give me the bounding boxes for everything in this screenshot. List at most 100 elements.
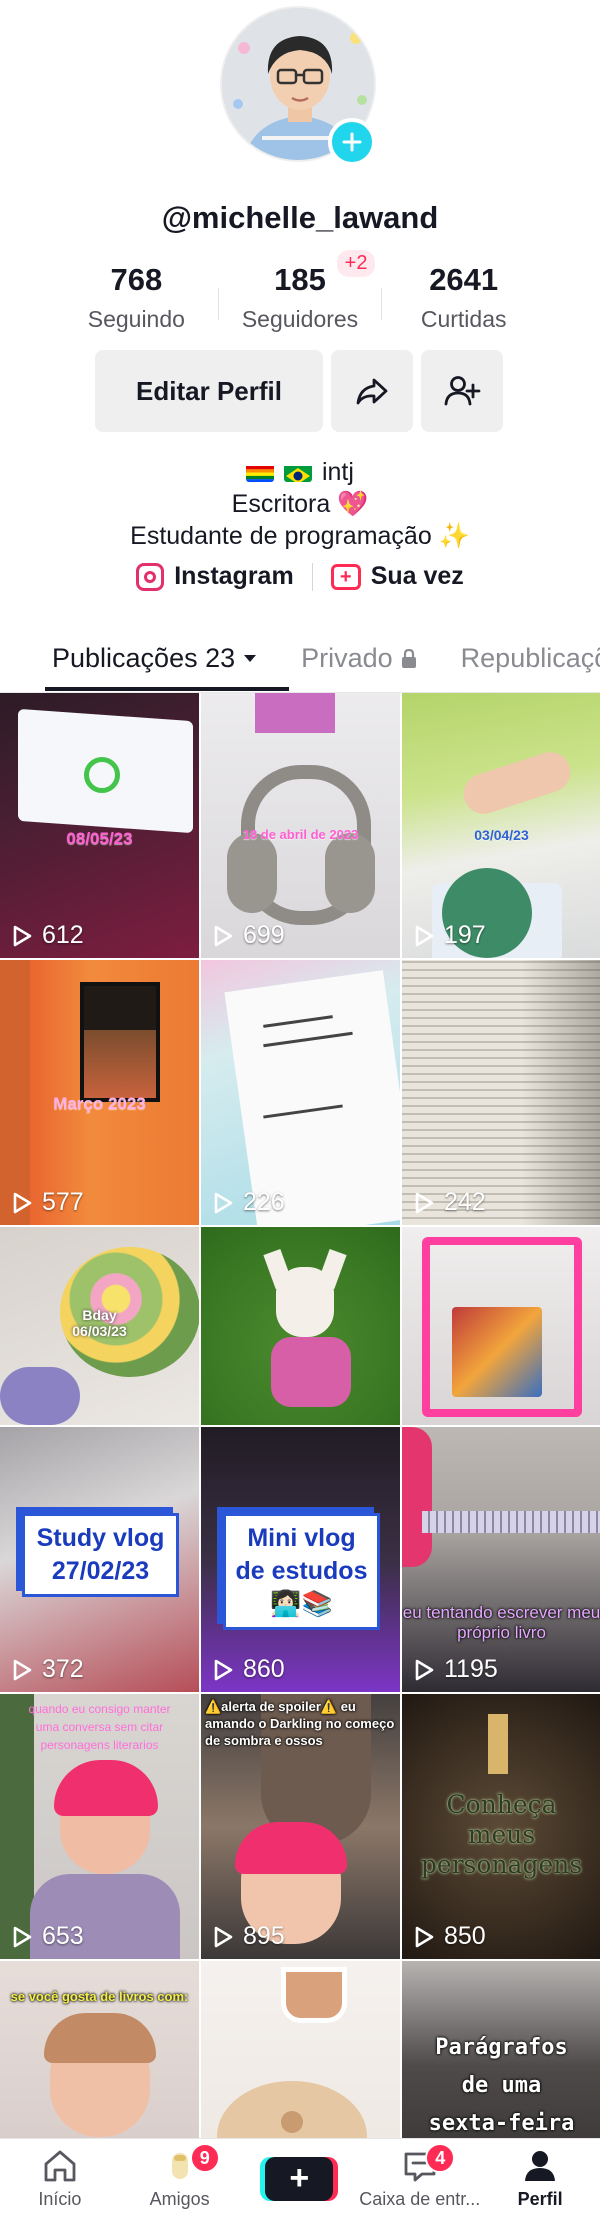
video-thumbnail[interactable]: Study vlog 27/02/23 372 xyxy=(0,1427,199,1692)
bottom-navigation: Início 9 Amigos + 4 Caixa de entr... Per… xyxy=(0,2138,600,2218)
your-turn-label: Sua vez xyxy=(370,562,464,590)
bio-text-1: intj xyxy=(321,458,354,486)
video-thumbnail[interactable]: eu tentando escrever meu próprio livro 1… xyxy=(402,1427,600,1692)
profile-actions: Editar Perfil xyxy=(95,350,503,432)
view-count-value: 699 xyxy=(243,921,285,949)
play-icon xyxy=(13,1192,32,1213)
video-thumbnail[interactable] xyxy=(201,1227,400,1425)
tab-posts[interactable]: Publicações 23 xyxy=(30,625,265,692)
video-overlay-text: 08/05/23 xyxy=(66,829,133,848)
view-count: 699 xyxy=(211,921,285,950)
following-label: Seguindo xyxy=(87,306,185,332)
play-icon xyxy=(415,1192,434,1213)
video-thumbnail[interactable]: 03/04/23 197 xyxy=(402,693,600,958)
view-count: 850 xyxy=(412,1922,486,1951)
create-video-button[interactable]: + xyxy=(265,2156,334,2201)
tab-private[interactable]: Privado xyxy=(279,625,439,692)
video-overlay-text: Parágrafos de uma sexta-feira xyxy=(428,2035,575,2136)
video-thumbnail[interactable]: ⚠️alerta de spoiler⚠️ eu amando o Darkli… xyxy=(201,1694,400,1959)
friends-avatar-icon xyxy=(171,2153,188,2179)
video-thumbnail[interactable]: 242 xyxy=(402,960,600,1225)
view-count-value: 860 xyxy=(243,1655,285,1683)
view-count: 860 xyxy=(211,1655,285,1684)
nav-inbox-label: Caixa de entr... xyxy=(359,2189,481,2209)
view-count-value: 242 xyxy=(444,1188,486,1216)
view-count: 895 xyxy=(211,1922,285,1951)
video-thumbnail[interactable]: Conheça meus personagens 850 xyxy=(402,1694,600,1959)
video-thumbnail[interactable]: quando eu consigo manter uma conversa se… xyxy=(0,1694,199,1959)
your-turn-link[interactable]: + Sua vez xyxy=(330,562,464,591)
video-overlay-text: Mini vlog de estudos 👩🏻‍💻📚 xyxy=(223,1513,380,1630)
video-thumbnail[interactable]: Bday 06/03/23 xyxy=(0,1227,199,1425)
view-count: 372 xyxy=(10,1655,84,1684)
inbox-badge: 4 xyxy=(425,2143,456,2173)
edit-profile-button[interactable]: Editar Perfil xyxy=(95,350,323,432)
view-count: 612 xyxy=(10,921,84,950)
likes-stat[interactable]: 2641 Curtidas xyxy=(382,262,545,333)
view-count-value: 653 xyxy=(42,1922,84,1950)
video-thumbnail[interactable]: 226 xyxy=(201,960,400,1225)
play-icon xyxy=(415,1659,434,1680)
play-icon xyxy=(214,1192,233,1213)
stat-divider xyxy=(217,288,219,320)
caret-down-icon xyxy=(244,654,257,662)
video-overlay-text: se você gosta de livros com: xyxy=(10,1989,189,2004)
nav-create[interactable]: + xyxy=(239,2139,359,2218)
play-icon xyxy=(214,1926,233,1947)
instagram-icon xyxy=(136,562,165,591)
following-stat[interactable]: 768 Seguindo xyxy=(55,262,218,333)
view-count: 1195 xyxy=(412,1655,498,1684)
play-icon xyxy=(415,1926,434,1947)
add-friend-button[interactable] xyxy=(421,350,503,432)
share-icon xyxy=(356,378,388,405)
tab-reposts-label: Republicações xyxy=(460,643,600,673)
video-thumbnail[interactable]: 08/05/23 612 xyxy=(0,693,199,958)
video-thumbnail[interactable]: Março 2023 577 xyxy=(0,960,199,1225)
video-overlay-text: eu tentando escrever meu próprio livro xyxy=(402,1603,600,1642)
video-grid: 08/05/23 612 18 de abril de 2023 699 03/… xyxy=(0,693,600,2218)
add-profile-photo-button[interactable] xyxy=(328,118,376,166)
likes-count: 2641 xyxy=(429,262,499,297)
tab-reposts[interactable]: Republicações xyxy=(439,625,600,692)
username: @michelle_lawand xyxy=(161,200,439,235)
following-count: 768 xyxy=(110,262,163,297)
friends-badge: 9 xyxy=(189,2143,220,2173)
video-overlay-text: Março 2023 xyxy=(53,1094,146,1113)
video-thumbnail[interactable]: Mini vlog de estudos 👩🏻‍💻📚 860 xyxy=(201,1427,400,1692)
instagram-link[interactable]: Instagram xyxy=(136,562,294,591)
tab-posts-label: Publicações 23 xyxy=(52,643,236,673)
home-icon xyxy=(44,2150,76,2182)
followers-delta-badge: +2 xyxy=(336,250,376,277)
view-count: 242 xyxy=(412,1188,486,1217)
view-count-value: 226 xyxy=(243,1188,285,1216)
share-profile-button[interactable] xyxy=(331,350,413,432)
video-overlay-text: quando eu consigo manter uma conversa se… xyxy=(28,1702,171,1752)
nav-profile[interactable]: Perfil xyxy=(480,2139,600,2218)
followers-count: 185 xyxy=(274,262,326,297)
bio-line-2: Escritora 💖 xyxy=(231,490,369,518)
view-count-value: 612 xyxy=(42,921,84,949)
nav-home[interactable]: Início xyxy=(0,2139,120,2218)
lock-icon xyxy=(401,648,416,668)
followers-stat[interactable]: +2 185 Seguidores xyxy=(219,250,382,333)
nav-inbox[interactable]: 4 Caixa de entr... xyxy=(359,2139,480,2218)
play-icon xyxy=(214,1659,233,1680)
view-count-value: 372 xyxy=(42,1655,84,1683)
avatar[interactable] xyxy=(220,6,376,162)
video-thumbnail[interactable] xyxy=(402,1227,600,1425)
add-user-icon xyxy=(444,376,481,406)
profile-tabs: Publicações 23 Privado Republicações xyxy=(0,625,600,693)
view-count: 226 xyxy=(211,1188,285,1217)
profile-avatar-container xyxy=(220,6,380,166)
profile-stats: 768 Seguindo +2 185 Seguidores 2641 Curt… xyxy=(55,250,545,333)
nav-friends-label: Amigos xyxy=(149,2189,210,2209)
nav-home-label: Início xyxy=(38,2189,82,2209)
view-count-value: 850 xyxy=(444,1922,486,1950)
video-overlay-text: Study vlog 27/02/23 xyxy=(22,1513,179,1597)
video-thumbnail[interactable]: 18 de abril de 2023 699 xyxy=(201,693,400,958)
video-overlay-text: Conheça meus personagens xyxy=(420,1790,583,1879)
plus-icon xyxy=(342,132,362,152)
bio-line-3: Estudante de programação ✨ xyxy=(130,522,470,550)
stat-divider xyxy=(381,288,383,320)
nav-friends[interactable]: 9 Amigos xyxy=(120,2139,240,2218)
